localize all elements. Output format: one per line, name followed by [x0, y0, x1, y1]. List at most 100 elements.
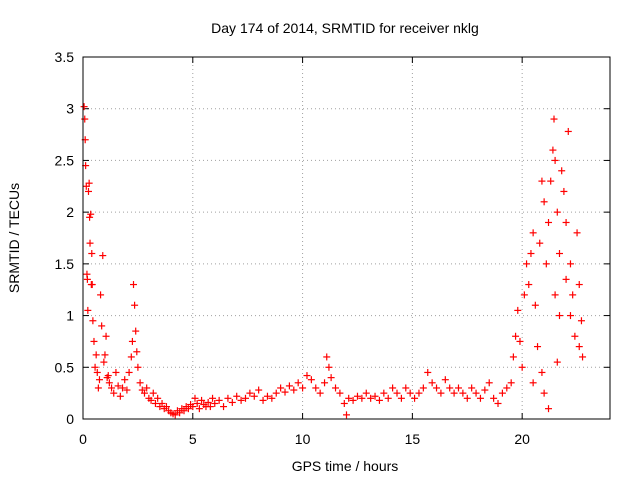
data-point-marker: [490, 394, 498, 402]
data-point-marker: [553, 208, 561, 216]
data-point-marker: [215, 396, 223, 404]
data-point-marker: [512, 332, 520, 340]
y-tick-label: 2: [66, 204, 74, 220]
data-point-marker: [345, 394, 353, 402]
axis-ticks: 0 0.5 1 1.5 2 2.5 3 3.5 0 5 10 15 20: [55, 49, 610, 447]
data-point-marker: [290, 386, 298, 394]
data-point-marker: [523, 260, 531, 268]
data-point-marker: [428, 379, 436, 387]
data-point-marker: [303, 372, 311, 380]
data-point-marker: [323, 353, 331, 361]
data-point-marker: [573, 229, 581, 237]
data-point-marker: [575, 343, 583, 351]
data-point-marker: [498, 389, 506, 397]
data-point-marker: [371, 392, 379, 400]
data-point-marker: [564, 127, 572, 135]
data-point-marker: [89, 317, 97, 325]
data-point-marker: [88, 281, 96, 289]
data-point-marker: [566, 312, 574, 320]
y-tick-label: 3: [66, 101, 74, 117]
data-point-marker: [237, 396, 245, 404]
data-point-marker: [485, 379, 493, 387]
data-point-marker: [514, 306, 522, 314]
data-point-marker: [454, 384, 462, 392]
data-point-marker: [325, 363, 333, 371]
data-point-marker: [577, 317, 585, 325]
data-point-marker: [503, 384, 511, 392]
data-point-marker: [558, 167, 566, 175]
data-point-marker: [343, 411, 350, 419]
data-point-marker: [94, 384, 102, 392]
data-point-marker: [198, 396, 206, 404]
data-point-marker: [579, 353, 587, 361]
plot-frame: [82, 56, 611, 420]
data-point-marker: [263, 392, 271, 400]
data-point-marker: [529, 229, 537, 237]
data-point-marker: [127, 353, 135, 361]
data-point-marker: [95, 376, 103, 384]
data-point-marker: [191, 394, 199, 402]
data-point-marker: [131, 301, 139, 309]
data-point-marker: [136, 379, 144, 387]
data-point-marker: [327, 374, 335, 382]
data-point-marker: [162, 403, 170, 411]
data-point-marker: [534, 343, 542, 351]
data-point-marker: [550, 115, 558, 123]
data-point-marker: [97, 291, 105, 299]
data-point-marker: [140, 389, 148, 397]
data-point-marker: [389, 384, 397, 392]
data-point-marker: [538, 368, 546, 376]
data-point-marker: [180, 407, 188, 415]
data-point-marker: [525, 281, 533, 289]
data-point-marker: [340, 399, 348, 407]
data-point-marker: [520, 291, 528, 299]
data-point-marker: [547, 177, 555, 185]
data-point-marker: [411, 394, 419, 402]
y-tick-label: 0: [66, 411, 74, 427]
data-point-marker: [424, 368, 432, 376]
data-point-marker: [154, 394, 162, 402]
data-point-marker: [362, 389, 370, 397]
data-point-marker: [220, 403, 228, 411]
data-point-marker: [553, 358, 561, 366]
x-tick-label: 5: [189, 431, 197, 447]
data-point-marker: [272, 389, 280, 397]
data-point-marker: [402, 384, 410, 392]
chart-title: Day 174 of 2014, SRMTID for receiver nkl…: [211, 20, 479, 36]
data-point-marker: [481, 386, 489, 394]
data-point-marker: [105, 379, 113, 387]
data-point-marker: [285, 382, 293, 390]
data-point-marker: [151, 399, 159, 407]
data-point-marker: [98, 322, 106, 330]
data-point-marker: [560, 187, 568, 195]
y-tick-label: 1: [66, 308, 74, 324]
data-point-marker: [81, 115, 89, 123]
data-point-marker: [312, 384, 320, 392]
data-point-marker: [509, 353, 517, 361]
data-point-marker: [91, 363, 99, 371]
data-point-marker: [316, 389, 324, 397]
data-point-marker: [233, 392, 241, 400]
data-point-marker: [246, 389, 254, 397]
data-point-marker: [204, 398, 212, 406]
data-point-marker: [110, 389, 118, 397]
data-point-marker: [92, 351, 100, 359]
data-point-marker: [545, 405, 553, 413]
data-point-marker: [259, 396, 267, 404]
data-point-marker: [114, 382, 122, 390]
data-point-marker: [250, 392, 258, 400]
data-point-marker: [380, 389, 388, 397]
data-point-marker: [119, 384, 127, 392]
data-point-marker: [195, 405, 203, 413]
data-point-marker: [384, 394, 392, 402]
grid-lines: [83, 57, 610, 419]
data-point-marker: [555, 250, 563, 258]
data-point-marker: [349, 396, 357, 404]
data-point-marker: [406, 389, 414, 397]
data-point-marker: [571, 332, 579, 340]
data-point-marker: [116, 392, 124, 400]
data-point-marker: [149, 389, 157, 397]
data-point-marker: [86, 213, 94, 221]
data-point-marker: [125, 368, 133, 376]
data-point-marker: [419, 384, 427, 392]
